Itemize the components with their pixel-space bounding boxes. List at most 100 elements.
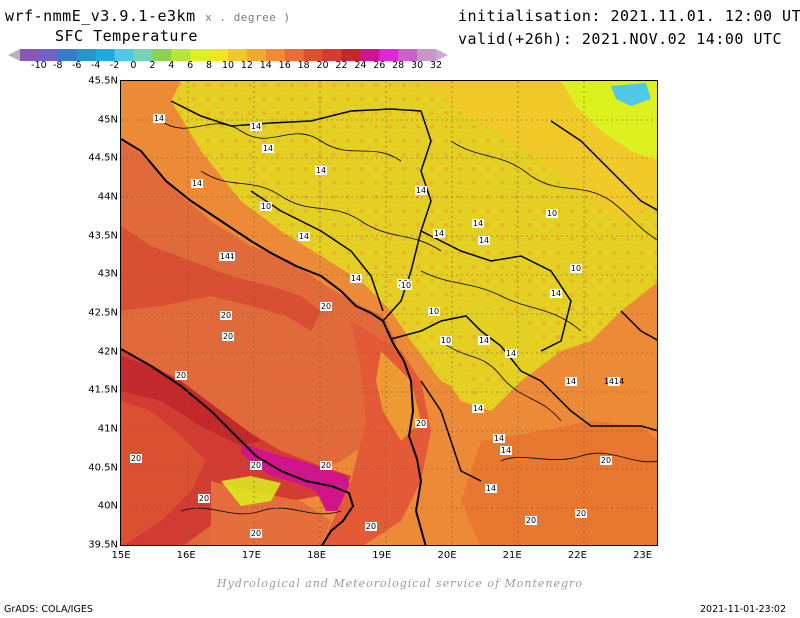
latitude-label: 41N <box>97 423 118 435</box>
cold-spot-cyan <box>611 83 651 106</box>
ionian-hot-band <box>121 356 261 446</box>
contour-value-label: 10 <box>261 202 271 211</box>
colorbar-swatch <box>190 49 210 61</box>
contour-value-label: 14 <box>220 252 230 261</box>
longitude-label: 17E <box>241 550 261 561</box>
model-name-label: wrf-nmmE_v3.9.1-e3km x . degree ) <box>5 7 291 25</box>
contour-value-label: 10 <box>547 209 557 218</box>
contour-value-label: 20 <box>176 371 186 380</box>
contour-label-background <box>608 377 620 386</box>
longitude-label: 18E <box>307 550 327 561</box>
colorbar-swatch <box>76 49 97 61</box>
contour-label-background <box>315 166 327 175</box>
contour-value-label: 14 <box>479 236 489 245</box>
colorbar-tick-label: 24 <box>354 60 367 71</box>
contour-label-background <box>415 419 427 428</box>
colorbar-swatch <box>95 49 116 61</box>
colorbar-tick-label: 4 <box>168 60 175 71</box>
contour-label-background <box>222 332 234 341</box>
adriatic-coastline <box>121 138 427 545</box>
contour-label-background <box>250 122 262 131</box>
contour-label-background <box>415 186 427 195</box>
serbia-border-south <box>420 230 572 352</box>
latitude-label: 44N <box>97 191 118 203</box>
colorbar-tick-label: -10 <box>31 60 47 71</box>
colorbar-swatch <box>171 49 191 61</box>
contour-label-background <box>400 281 412 290</box>
contour-line <box>420 270 582 332</box>
contour-value-label: 14 <box>479 336 489 345</box>
latitude-label: 44.5N <box>88 152 118 164</box>
contour-label-background <box>525 516 537 525</box>
colorbar-tick-label: 0 <box>130 60 137 71</box>
kosovo-macedonia-border <box>390 315 657 432</box>
highland-texture <box>171 81 657 401</box>
contour-label-background <box>250 529 262 538</box>
colorbar-swatch <box>57 49 78 61</box>
colorbar-tick-label: 2 <box>149 60 156 71</box>
longitude-label: 23E <box>633 550 653 561</box>
coastal-warm-band <box>121 226 321 331</box>
contour-label-background <box>570 264 582 273</box>
serbia-border-west <box>382 110 432 322</box>
albania-interior <box>376 351 421 441</box>
croatia-border-north <box>170 100 422 127</box>
contour-value-label: 14 <box>551 289 561 298</box>
colorbar-tick-label: 30 <box>411 60 424 71</box>
contour-value-label: 20 <box>251 461 261 470</box>
contour-value-label: 20 <box>321 461 331 470</box>
italy-coastline <box>121 348 355 545</box>
contour-value-label: 14 <box>486 484 496 493</box>
colorbar-swatch <box>228 49 248 61</box>
contour-value-label: 14 <box>566 377 576 386</box>
contour-value-label: 14 <box>299 232 309 241</box>
contour-value-label: 14 <box>154 114 164 123</box>
colorbar-swatch <box>20 49 40 61</box>
latitude-label: 39.5N <box>88 539 118 551</box>
map-canvas: 1414141414101414141414141014101010141414… <box>121 81 657 545</box>
temperature-map: 1414141414101414141414141014101010141414… <box>120 80 658 546</box>
timestamp: 2021-11-01-23:02 <box>699 604 786 615</box>
colorbar-swatch <box>133 49 153 61</box>
contour-value-label: 10 <box>571 264 581 273</box>
initialisation-time: initialisation: 2021.11.01. 12:00 UTC <box>458 7 800 25</box>
colorbar-tick-label: 20 <box>316 60 329 71</box>
longitude-label: 15E <box>111 550 131 561</box>
colorbar-swatch <box>8 49 20 61</box>
italy-cool-patch <box>221 476 281 506</box>
colorbar-swatch <box>379 49 399 61</box>
colorbar-tick-label: -6 <box>71 60 82 71</box>
contour-label-background <box>153 114 165 123</box>
contour-value-label: 14 <box>501 446 511 455</box>
contour-value-label: 20 <box>131 454 141 463</box>
contour-value-label: 14 <box>316 166 326 175</box>
contour-label-background <box>485 484 497 493</box>
colorbar-tick-label: 18 <box>297 60 310 71</box>
temperature-colorbar <box>8 49 448 61</box>
macedonia-texture <box>451 331 516 396</box>
colorbar-tick-label: 28 <box>392 60 405 71</box>
colorbar-swatch <box>436 49 448 61</box>
contour-label-background <box>320 461 332 470</box>
contour-value-label: 10 <box>441 336 451 345</box>
colorbar-tick-label: 6 <box>187 60 194 71</box>
contour-label-background <box>191 179 203 188</box>
contour-value-label: 14 <box>351 274 361 283</box>
credit-line: Hydrological and Meteorological service … <box>217 577 583 590</box>
contour-line <box>180 507 342 515</box>
contour-value-label: 20 <box>199 494 209 503</box>
contour-label-background <box>505 349 517 358</box>
longitude-label: 22E <box>567 550 587 561</box>
contour-label-background <box>478 236 490 245</box>
colorbar-swatch <box>360 49 380 61</box>
contour-label-background <box>493 434 505 443</box>
contour-value-label: 20 <box>366 522 376 531</box>
colorbar-tick-label: 32 <box>429 60 443 71</box>
contour-line <box>500 452 657 463</box>
contour-value-label: 14 <box>494 434 504 443</box>
contour-label-background <box>500 446 512 455</box>
colorbar-swatch <box>265 49 286 61</box>
contour-label-background <box>600 456 612 465</box>
colorbar-swatch <box>38 49 59 61</box>
contour-label-background <box>220 311 232 320</box>
